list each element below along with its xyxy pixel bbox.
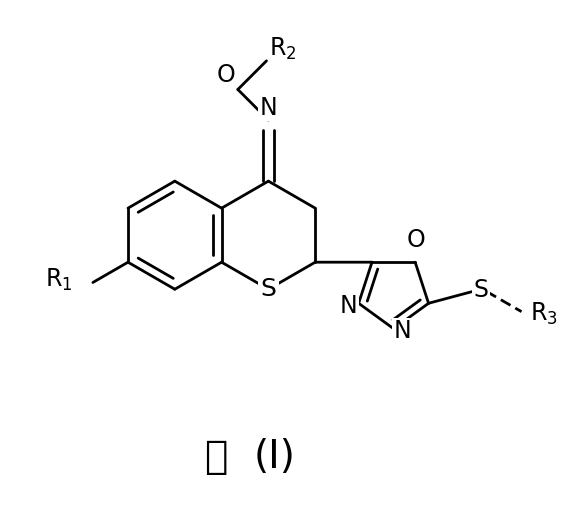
Text: N: N <box>260 96 277 120</box>
Text: N: N <box>340 294 358 318</box>
Text: O: O <box>407 228 425 252</box>
Text: (I): (I) <box>254 438 296 476</box>
Text: S: S <box>261 277 276 301</box>
Text: O: O <box>217 63 235 87</box>
Text: R$_2$: R$_2$ <box>269 36 296 62</box>
Text: S: S <box>474 278 488 302</box>
Text: R$_3$: R$_3$ <box>530 301 558 327</box>
Text: N: N <box>393 319 411 344</box>
Text: 式: 式 <box>204 438 227 476</box>
Text: R$_1$: R$_1$ <box>45 267 72 293</box>
